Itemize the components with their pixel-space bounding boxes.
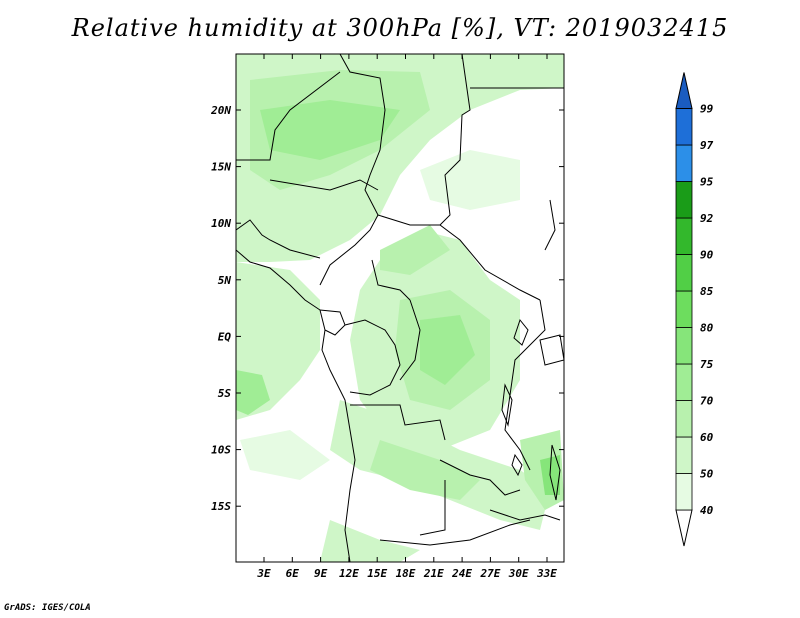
lon-tick-label: 24E	[451, 567, 472, 580]
colorbar-label: 80	[700, 322, 714, 335]
colorbar-label: 97	[700, 139, 714, 152]
lon-tick-label: 6E	[286, 567, 300, 580]
lat-tick-label: 10N	[211, 217, 231, 230]
map-title: Relative humidity at 300hPa [%], VT: 201…	[71, 14, 729, 42]
colorbar: 40 50 60 70 75 80 85 90 92 95 97 99	[675, 72, 714, 547]
colorbar-extend-low	[675, 509, 693, 547]
lat-tick-label: 5S	[218, 387, 232, 400]
lon-tick-label: 9E	[314, 567, 328, 580]
lon-tick-label: 33E	[536, 567, 557, 580]
country-borders	[236, 54, 564, 562]
colorbar-segment	[675, 363, 693, 401]
lat-tick-label: 15N	[211, 161, 231, 174]
colorbar-segment	[675, 108, 693, 146]
colorbar-label: 92	[700, 212, 714, 225]
credit-text: GrADS: IGES/COLA	[4, 603, 91, 613]
lat-tick-label: 20N	[210, 104, 231, 117]
longitude-axis: 3E 6E 9E 12E 15E 18E 21E 24E 27E 30E 33E	[256, 54, 557, 580]
colorbar-segment	[675, 473, 693, 511]
colorbar-label: 50	[700, 468, 714, 481]
lon-tick-label: 30E	[508, 567, 529, 580]
colorbar-label: 70	[700, 395, 714, 408]
lat-tick-label: 5N	[218, 274, 232, 287]
colorbar-segment	[675, 290, 693, 328]
latitude-axis: 20N 15N 10N 5N EQ 5S 10S 15S	[210, 104, 564, 513]
lat-tick-label: EQ	[218, 330, 232, 343]
colorbar-label: 85	[700, 285, 714, 298]
colorbar-label: 40	[700, 504, 714, 517]
lat-tick-label: 10S	[211, 444, 231, 457]
lon-tick-label: 12E	[339, 567, 359, 580]
humidity-field	[236, 54, 564, 562]
lon-tick-label: 21E	[423, 567, 444, 580]
map-frame	[235, 53, 565, 563]
colorbar-label: 75	[700, 358, 714, 371]
colorbar-segment	[675, 400, 693, 438]
colorbar-label: 99	[700, 103, 714, 116]
colorbar-label: 90	[700, 249, 714, 262]
colorbar-segment	[675, 436, 693, 474]
lon-tick-label: 15E	[367, 567, 387, 580]
colorbar-segment	[675, 181, 693, 219]
colorbar-label: 60	[700, 431, 714, 444]
colorbar-label: 95	[700, 176, 714, 189]
lat-tick-label: 15S	[211, 500, 231, 513]
colorbar-segment	[675, 144, 693, 182]
colorbar-segment	[675, 217, 693, 255]
colorbar-extend-high	[675, 72, 693, 109]
colorbar-segment	[675, 327, 693, 365]
lon-tick-label: 18E	[396, 567, 416, 580]
colorbar-segment	[675, 254, 693, 292]
lon-tick-label: 3E	[256, 567, 271, 580]
lon-tick-label: 27E	[479, 567, 500, 580]
